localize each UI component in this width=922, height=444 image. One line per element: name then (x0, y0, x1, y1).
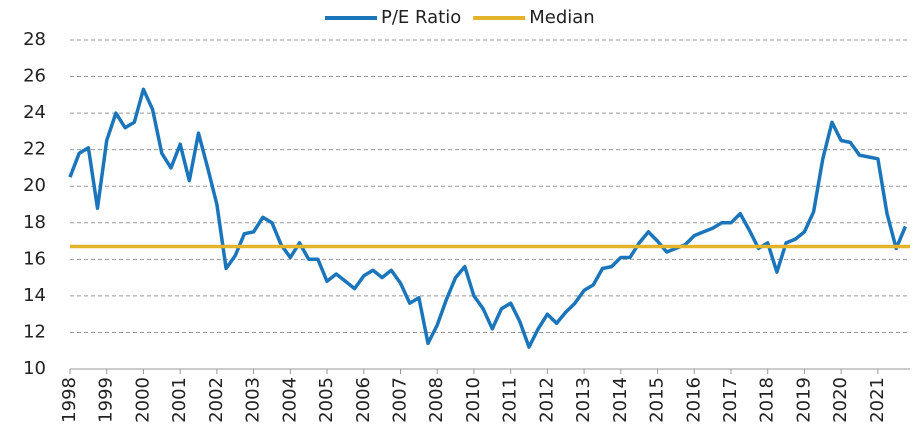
x-tick-label: 2008 (426, 377, 447, 423)
y-tick-label: 20 (23, 175, 46, 196)
x-tick-label: 2019 (793, 377, 814, 423)
legend-label: P/E Ratio (381, 7, 461, 28)
x-tick-label: 2014 (610, 377, 631, 423)
x-tick-label: 2018 (757, 377, 778, 423)
x-tick-label: 2020 (830, 377, 851, 423)
x-tick-label: 2017 (720, 377, 741, 423)
x-tick-label: 2010 (463, 377, 484, 423)
x-tick-label: 2005 (316, 377, 337, 423)
series-line (68, 87, 908, 349)
x-tick-label: 1999 (96, 377, 117, 423)
y-tick-label: 16 (23, 248, 46, 269)
x-tick-label: 2021 (867, 377, 888, 423)
x-tick-label: 2012 (536, 377, 557, 423)
y-tick-label: 12 (23, 321, 46, 342)
y-tick-label: 24 (23, 102, 46, 123)
x-tick-label: 2016 (683, 377, 704, 423)
x-tick-label: 2006 (353, 377, 374, 423)
y-tick-label: 14 (23, 285, 46, 306)
x-tick-label: 2002 (206, 377, 227, 423)
y-tick-label: 28 (23, 29, 46, 50)
x-tick-label: 2015 (647, 377, 668, 423)
x-tick-label: 2013 (573, 377, 594, 423)
x-tick-label: 2007 (389, 377, 410, 423)
x-tick-label: 2000 (132, 377, 153, 423)
x-tick-label: 2004 (279, 377, 300, 423)
x-tick-label: 1998 (59, 377, 80, 423)
legend-label: Median (529, 7, 594, 28)
x-tick-label: 2001 (169, 377, 190, 423)
y-tick-label: 26 (23, 66, 46, 87)
y-tick-label: 22 (23, 139, 46, 160)
y-tick-label: 18 (23, 212, 46, 233)
x-tick-label: 2011 (500, 377, 521, 423)
y-tick-label: 10 (23, 358, 46, 379)
x-tick-label: 2003 (243, 377, 264, 423)
